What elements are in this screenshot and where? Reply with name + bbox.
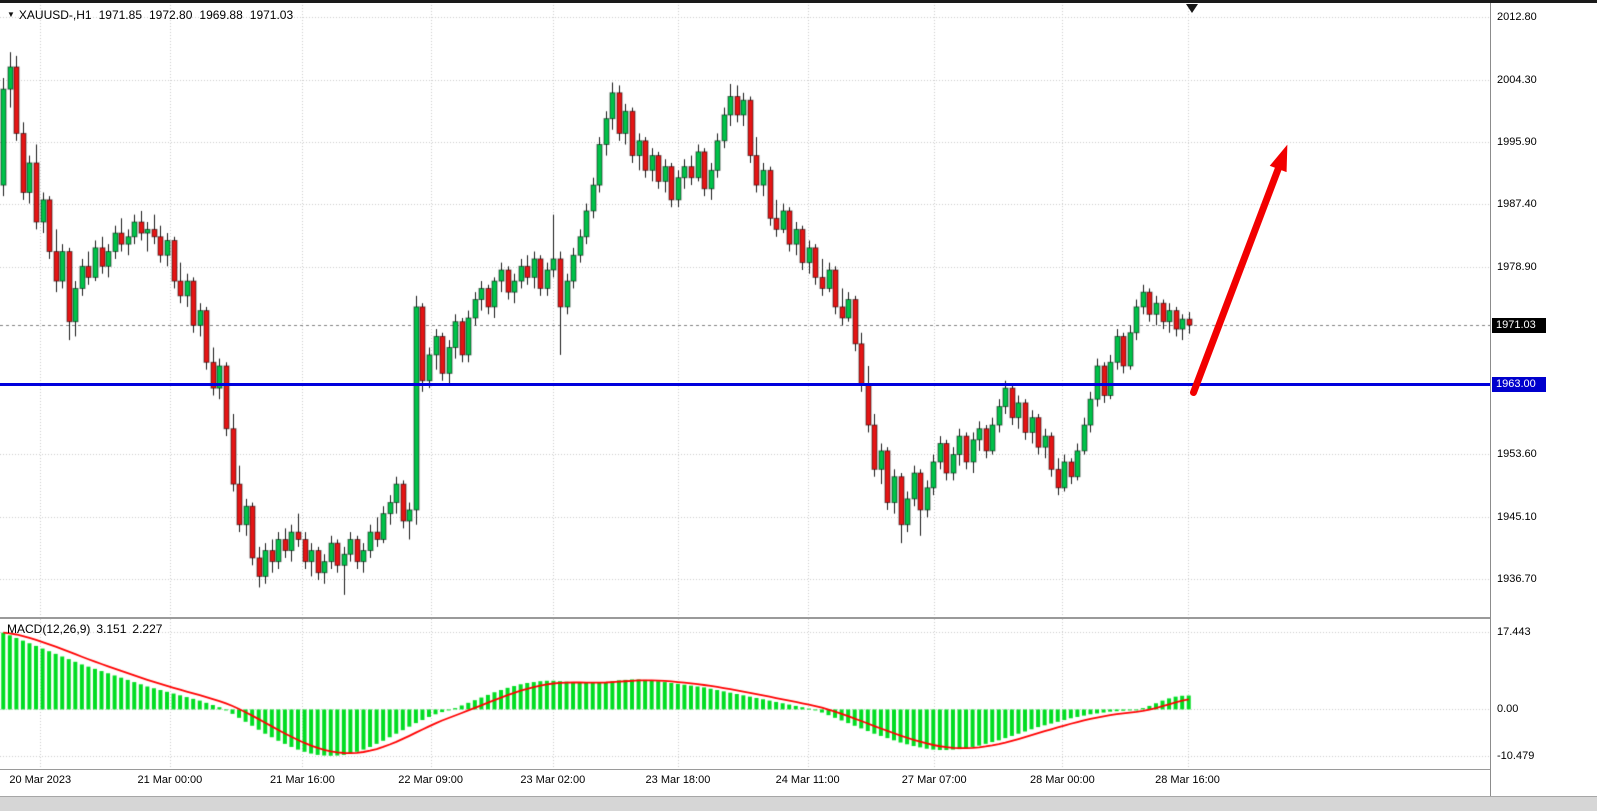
current-price-tag: 1971.03 <box>1492 318 1546 334</box>
time-axis-label: 21 Mar 00:00 <box>137 774 203 786</box>
high-value: 1972.80 <box>149 8 193 22</box>
symbol-dropdown-icon[interactable]: ▼ <box>7 10 15 19</box>
time-axis-label: 28 Mar 00:00 <box>1029 774 1095 786</box>
price-axis[interactable]: 1971.03 1963.00 2012.80 2004.30 1995.90 198… <box>1490 0 1597 796</box>
time-axis-label: 27 Mar 07:00 <box>901 774 967 786</box>
time-axis-label: 20 Mar 2023 <box>9 774 72 786</box>
time-axis-label: 23 Mar 18:00 <box>645 774 711 786</box>
macd-signal-value: 2.227 <box>132 622 163 636</box>
bottom-divider <box>0 769 1597 770</box>
macd-name: MACD(12,26,9) <box>7 622 91 636</box>
macd-pane-canvas[interactable] <box>0 619 1490 769</box>
time-axis-label: 21 Mar 16:00 <box>270 774 335 786</box>
price-tick-label: 1936.70 <box>1497 572 1537 585</box>
price-tick-label: 1978.90 <box>1497 261 1537 274</box>
bottom-bar <box>0 796 1597 811</box>
time-axis-label: 24 Mar 11:00 <box>775 774 840 786</box>
price-tick-label: 1953.60 <box>1497 447 1537 460</box>
chart-shift-marker[interactable] <box>1186 4 1198 13</box>
price-tick-label: 2004.30 <box>1497 73 1537 86</box>
level-price-tag: 1963.00 <box>1492 377 1546 393</box>
open-value: 1971.85 <box>98 8 142 22</box>
pane-divider[interactable] <box>0 617 1597 619</box>
close-value: 1971.03 <box>249 8 294 22</box>
low-value: 1969.88 <box>199 8 243 22</box>
time-axis-label: 28 Mar 16:00 <box>1155 774 1220 786</box>
symbol-period-label: XAUUSD-,H1 <box>18 8 92 22</box>
price-tick-label: 1987.40 <box>1497 198 1537 211</box>
macd-indicator-label: MACD(12,26,9) 3.151 2.227 <box>7 622 162 636</box>
macd-tick-label: 0.00 <box>1497 703 1519 716</box>
window-top-edge <box>0 0 1597 3</box>
price-tick-label: 2012.80 <box>1497 10 1537 23</box>
time-axis[interactable]: 20 Mar 2023 21 Mar 00:00 21 Mar 16:00 22 Ma… <box>0 770 1490 796</box>
time-axis-label: 23 Mar 02:00 <box>520 774 586 786</box>
macd-tick-label: 17.443 <box>1497 626 1531 639</box>
chart-header: ▼ XAUUSD-,H1 1971.85 1972.80 1969.88 1971.03 <box>7 8 293 22</box>
time-axis-label: 22 Mar 09:00 <box>398 774 464 786</box>
macd-tick-label: -10.479 <box>1497 749 1535 762</box>
price-tick-label: 1945.10 <box>1497 510 1537 523</box>
price-tick-label: 1995.90 <box>1497 135 1537 148</box>
horizontal-line-1963[interactable] <box>0 382 1490 386</box>
macd-main-value: 3.151 <box>96 622 127 636</box>
price-pane-canvas[interactable] <box>0 2 1490 617</box>
